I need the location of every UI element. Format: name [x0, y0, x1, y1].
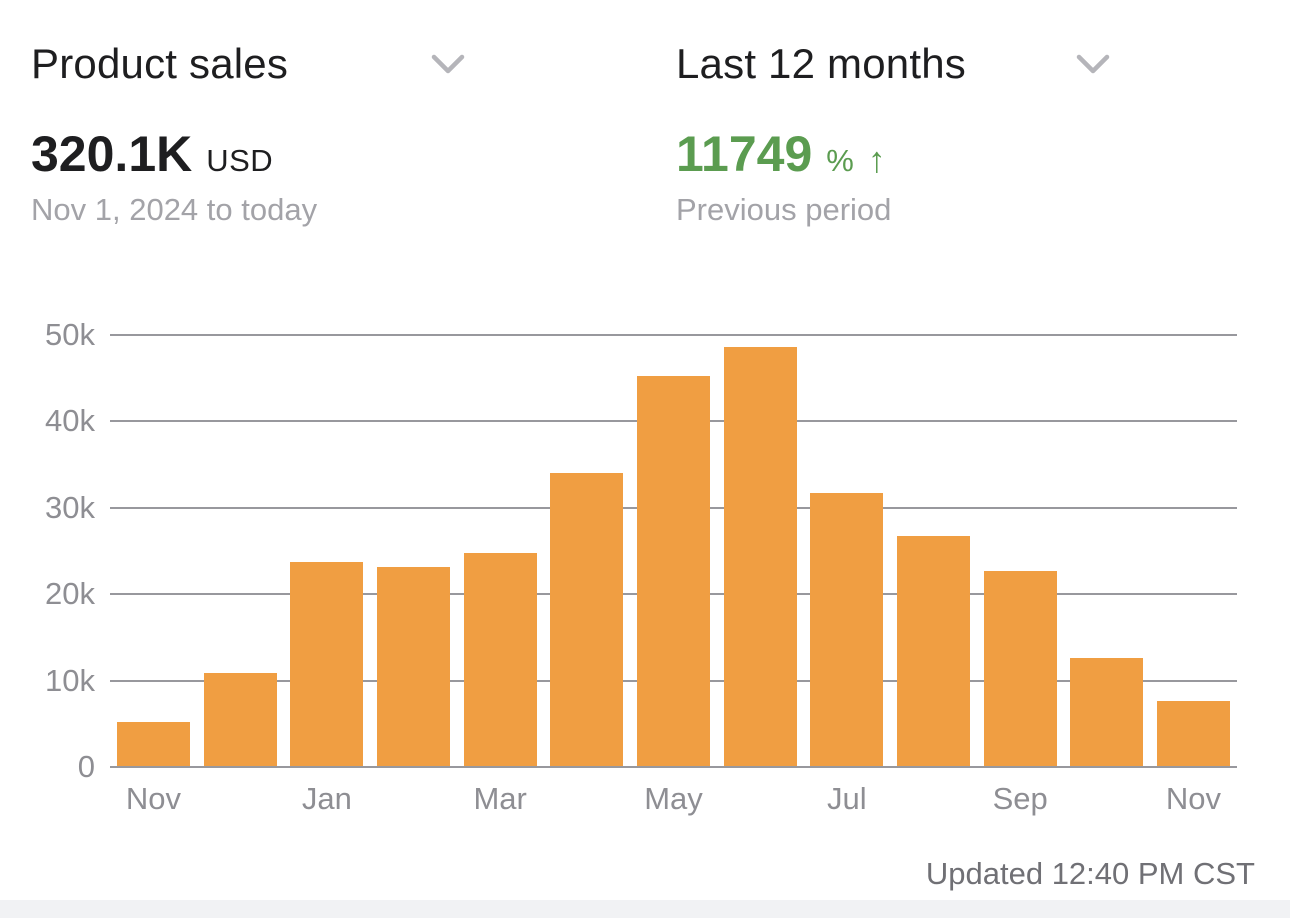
- x-tick-label-Jan-2: Jan: [301, 781, 352, 816]
- percent-change-caption: Previous period: [676, 192, 892, 227]
- period-selector[interactable]: Last 12 months: [676, 36, 1110, 92]
- x-tick-label-Jul-8: Jul: [827, 781, 867, 816]
- bar-Mar: [463, 553, 537, 768]
- metric-selector-label: Product sales: [31, 40, 289, 87]
- total-sales-value-row: 320.1K USD: [31, 126, 631, 182]
- y-tick-label: 30k: [45, 489, 95, 525]
- total-sales-unit: USD: [206, 143, 274, 178]
- x-tick-label-Mar-4: Mar: [473, 781, 527, 816]
- bar-Jun: [723, 346, 797, 768]
- x-tick-label-May-6: May: [644, 781, 703, 816]
- total-sales-stat: 320.1K USD Nov 1, 2024 to today: [31, 126, 631, 229]
- sales-bar-chart: 50k 40k 30k 20k 10k 0 Nov Jan Mar May Jul Sep Nov: [45, 317, 1237, 816]
- next-section-edge: [0, 900, 1290, 918]
- percent-change-value: 11749: [676, 126, 813, 182]
- bar-Aug: [897, 535, 970, 768]
- bar-Nov: [117, 722, 190, 768]
- bar-Jul: [810, 492, 884, 768]
- x-tick-label-Sep-10: Sep: [992, 781, 1048, 816]
- period-selector-label: Last 12 months: [676, 40, 966, 87]
- metric-selector[interactable]: Product sales: [31, 36, 465, 92]
- y-tick-label: 40k: [45, 403, 95, 439]
- x-tick-label-Nov-12: Nov: [1165, 781, 1222, 816]
- plot-area: [110, 334, 1237, 768]
- y-tick-label: 20k: [45, 576, 95, 612]
- header-row: Product sales Last 12 months: [0, 36, 1290, 92]
- bar-Dec: [203, 673, 277, 768]
- percent-sign: %: [826, 143, 854, 178]
- chevron-down-icon: [431, 54, 465, 75]
- updated-timestamp: Updated 12:40 PM CST: [925, 856, 1255, 891]
- bar-Feb: [377, 566, 450, 768]
- bar-Sep: [983, 571, 1057, 768]
- chevron-down-icon: [1076, 54, 1110, 75]
- total-sales-caption: Nov 1, 2024 to today: [31, 192, 318, 227]
- y-tick-label: 0: [77, 749, 95, 784]
- percent-change-value-row: 11749 % ↑: [676, 126, 1276, 182]
- x-tick-label-Nov-0: Nov: [125, 781, 182, 816]
- percent-change-stat: 11749 % ↑ Previous period: [676, 126, 1276, 229]
- gridline-0: [110, 766, 1237, 768]
- total-sales-value: 320.1K: [31, 126, 193, 182]
- y-tick-label: 10k: [45, 662, 95, 698]
- gridline-50k: [110, 334, 1237, 336]
- bar-Oct: [1070, 657, 1144, 768]
- bar-Nov: [1157, 700, 1230, 768]
- bar-May: [637, 375, 710, 768]
- bar-Apr: [550, 473, 624, 768]
- y-tick-label: 50k: [45, 317, 95, 352]
- up-arrow-icon: ↑: [867, 139, 886, 180]
- bar-Jan: [290, 561, 364, 768]
